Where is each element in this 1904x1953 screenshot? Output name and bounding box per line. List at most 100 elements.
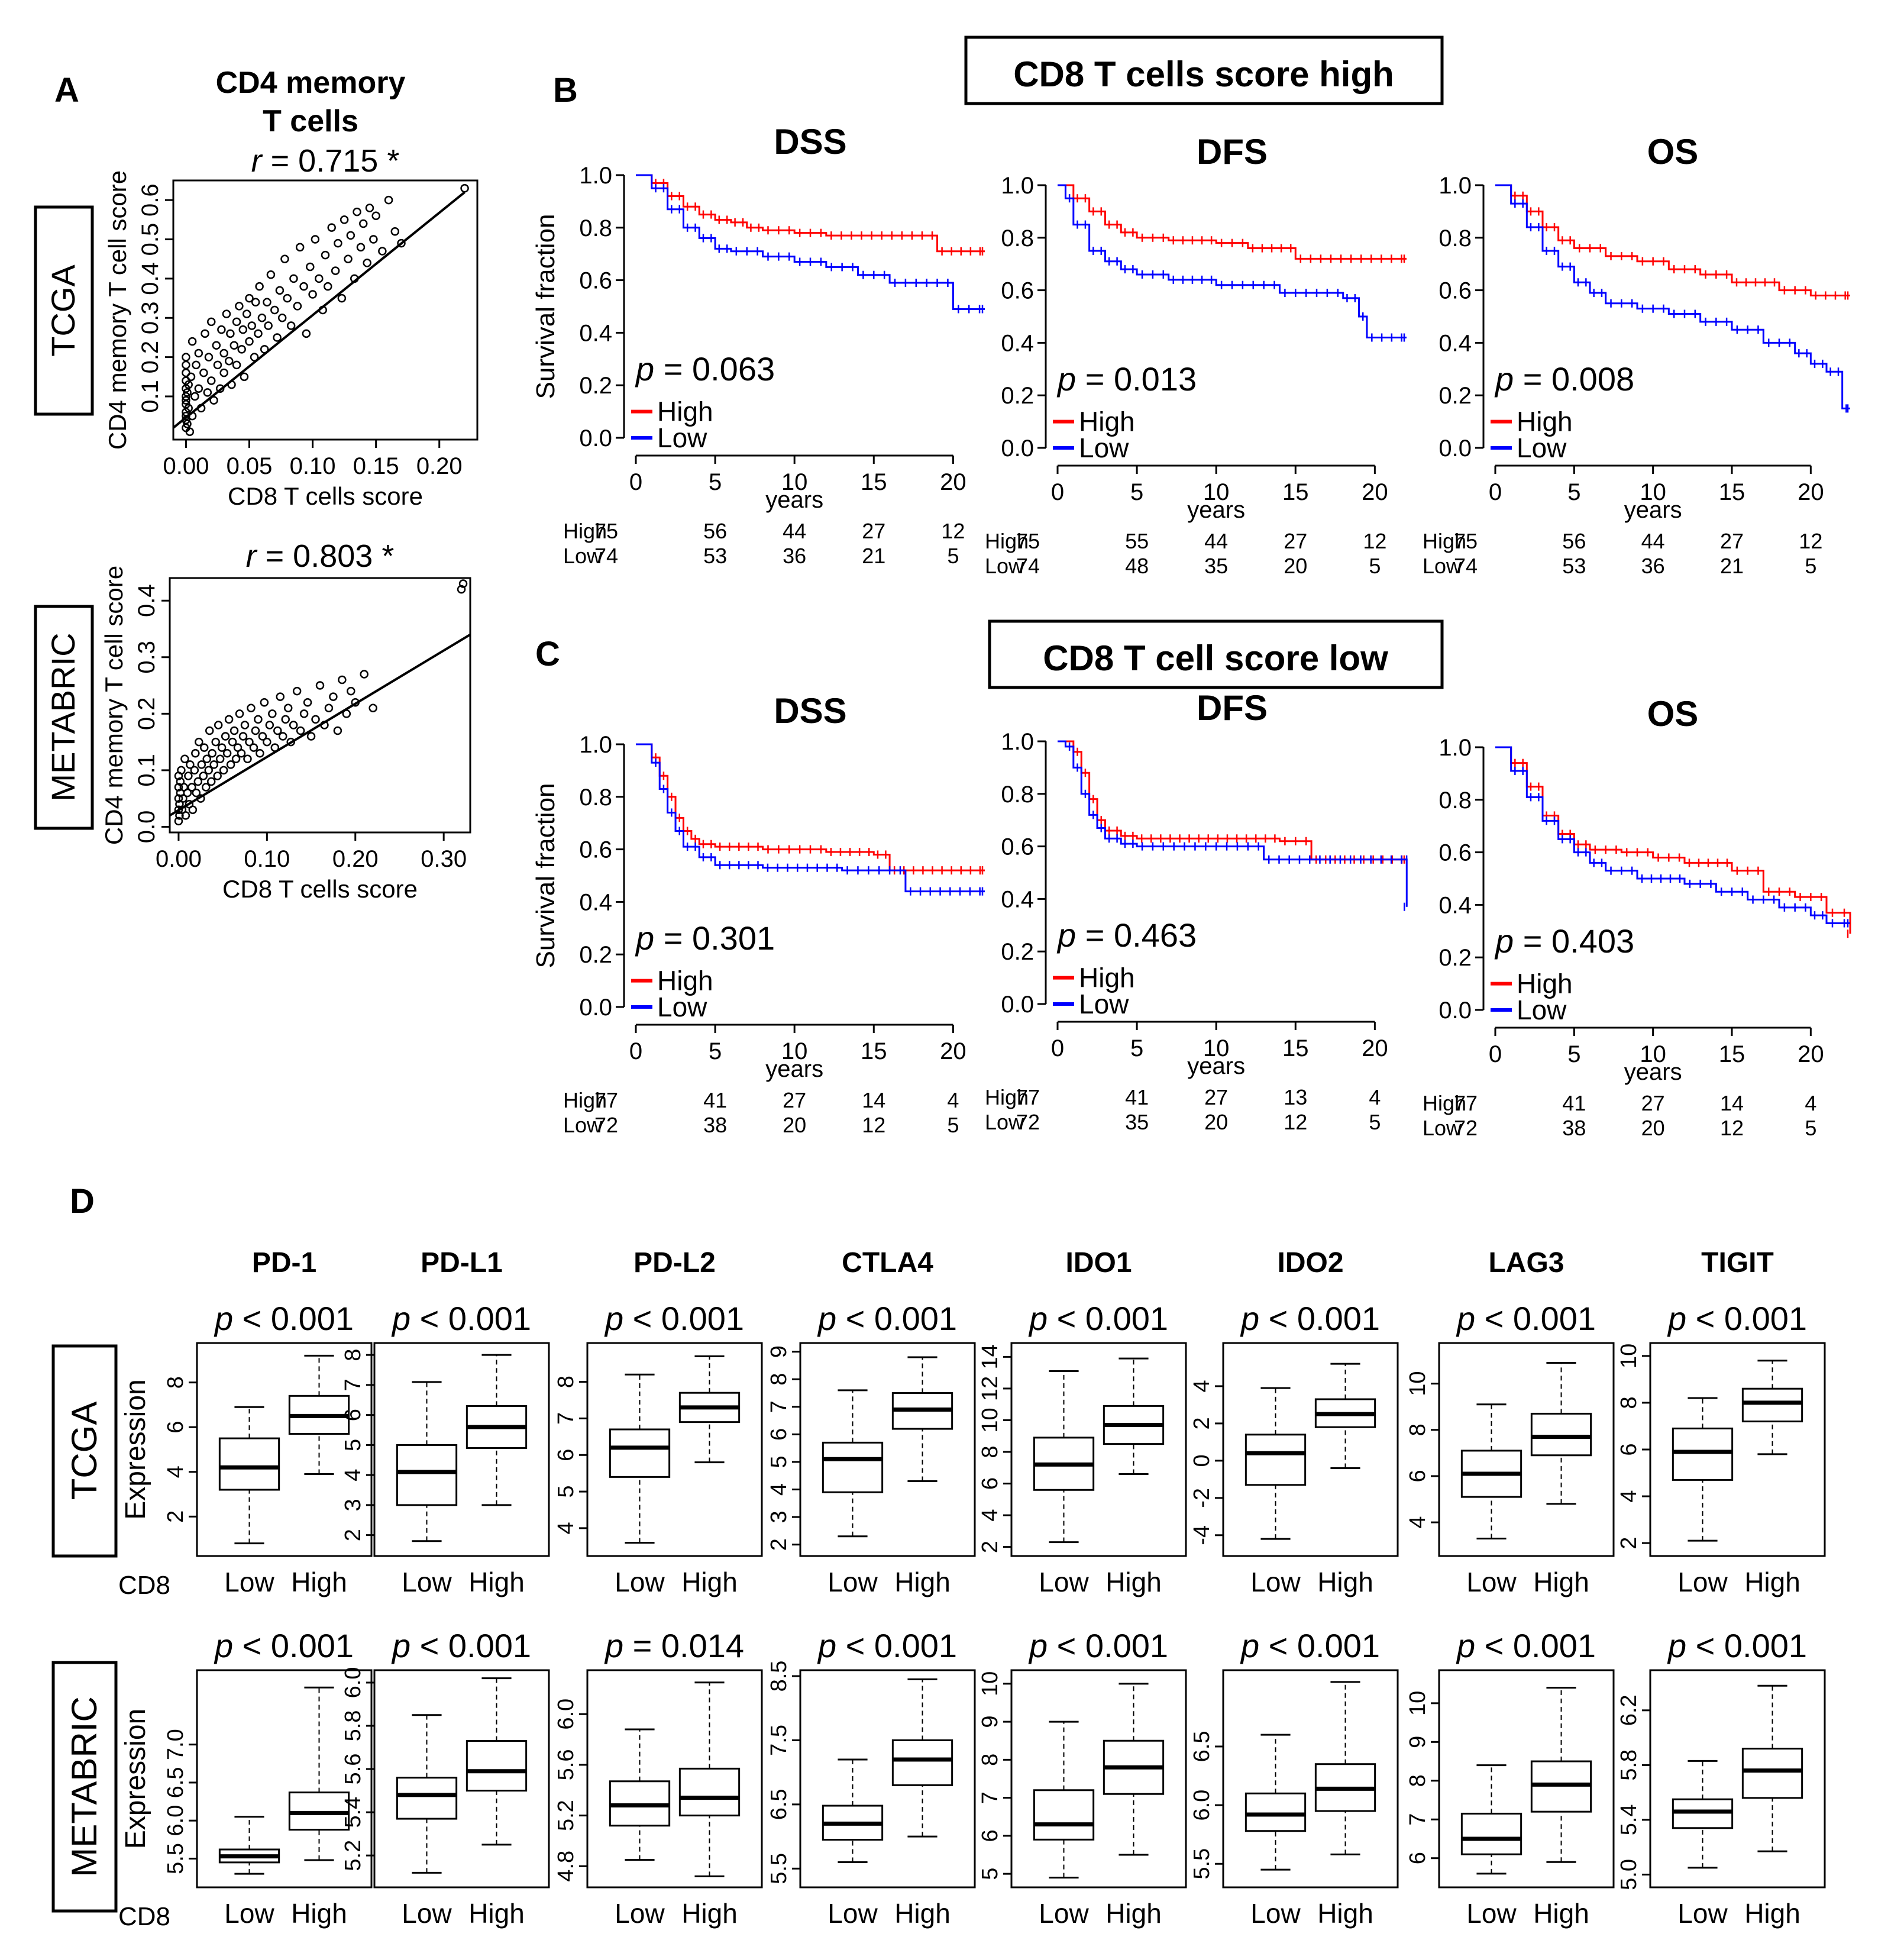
boxplot-stat-value: < 0.001 <box>1259 1300 1380 1337</box>
risk-low-count: 74 <box>594 544 618 568</box>
scatter-point <box>283 703 293 713</box>
km-legend-high-label: High <box>1517 406 1573 437</box>
row-label-tcga-a-text: TCGA <box>44 264 82 357</box>
km-y-tick-label: 0.2 <box>1001 939 1034 965</box>
km-x-tick-label: 10 <box>1203 479 1230 505</box>
boxplot-y-tick-label: 8 <box>554 1376 578 1388</box>
scatter-point <box>209 396 218 405</box>
risk-high-count: 41 <box>1125 1085 1149 1109</box>
scatter-point <box>203 388 212 397</box>
boxplot-frame <box>799 1669 976 1889</box>
scatter-frame <box>172 179 479 441</box>
scatter-point <box>232 317 241 327</box>
boxplot-cat-high: High <box>291 1898 347 1929</box>
scatter-point <box>260 698 269 707</box>
scatter-point <box>208 748 216 758</box>
km-title: OS <box>1647 132 1699 172</box>
km-y-tick-label: 0.6 <box>1438 278 1472 304</box>
km-curve-high <box>1058 184 1407 260</box>
risk-row-high-label: High <box>563 519 607 543</box>
boxplot-y-tick-label: 5.5 <box>1189 1848 1214 1880</box>
boxplot-stat: p < 0.001 <box>214 1300 354 1337</box>
risk-low-count: 38 <box>1562 1116 1586 1140</box>
km-y-axis-label: Survival fraction <box>531 783 560 968</box>
panel-label-a: A <box>54 71 79 109</box>
km-title: OS <box>1647 694 1699 734</box>
km-y-tick-label: 0.0 <box>1001 435 1034 461</box>
scatter-point <box>186 760 195 769</box>
boxplot-y-tick-label: 2 <box>1189 1417 1214 1429</box>
risk-high-count: 4 <box>947 1088 959 1112</box>
boxplot-y-tick-label: 5.4 <box>1617 1804 1641 1835</box>
boxplot-frame <box>1438 1342 1615 1557</box>
km-x-tick-label: 10 <box>1640 479 1666 505</box>
panel-label-d: D <box>70 1182 95 1221</box>
scatter-stat-a-metabric-value: = 0.803 * <box>257 538 395 574</box>
risk-low-count: 12 <box>862 1113 885 1137</box>
boxplot-stat: p = 0.014 <box>604 1627 744 1664</box>
boxplot-group-label: CD8 <box>118 1571 170 1600</box>
km-title: DSS <box>774 691 846 731</box>
boxplot-title: TIGIT <box>1701 1247 1774 1279</box>
risk-low-count: 12 <box>1720 1116 1744 1140</box>
km-x-tick-label: 20 <box>1362 479 1388 505</box>
scatter-point <box>188 805 198 815</box>
boxplot-cat-low: Low <box>224 1898 274 1929</box>
km-legend-low-label: Low <box>1079 432 1129 463</box>
scatter-point <box>254 715 263 724</box>
boxplot-y-tick-label: 4 <box>163 1465 188 1478</box>
boxplot-d-tcga-ido2: IDO2 p < 0.001 -4 -2 0 2 4 Low High <box>1189 1247 1399 1597</box>
risk-low-count: 21 <box>862 544 885 568</box>
risk-high-count: 12 <box>941 519 965 543</box>
scatter-point <box>200 743 209 752</box>
risk-low-count: 48 <box>1125 554 1149 578</box>
scatter-point <box>308 290 317 299</box>
km-y-tick-label: 1.0 <box>1001 173 1034 199</box>
risk-low-count: 5 <box>947 544 959 568</box>
km-y-tick-label: 0.0 <box>1001 992 1034 1018</box>
scatter-stat-a-tcga-value: = 0.715 * <box>262 143 400 179</box>
scatter-point <box>363 259 371 267</box>
scatter-point <box>224 357 234 366</box>
scatter-point <box>254 329 263 338</box>
boxplot-stat-symbol: p <box>1240 1627 1259 1664</box>
scatter-point <box>292 686 302 696</box>
scatter-point <box>299 709 309 718</box>
km-x-tick-label: 15 <box>1719 1041 1745 1067</box>
boxplot-box-high <box>1741 1387 1803 1423</box>
scatter-point <box>238 325 248 334</box>
boxplot-y-tick-label: 7.5 <box>767 1725 791 1756</box>
scatter-point <box>219 348 228 358</box>
boxplot-box-high <box>891 1739 953 1786</box>
y-tick-label: 0.3 <box>137 301 163 334</box>
boxplot-y-tick-label: 7 <box>1405 1813 1430 1826</box>
scatter-point <box>188 783 196 792</box>
km-legend-high-label: High <box>1079 406 1135 437</box>
km-x-axis-label: years <box>1624 497 1682 523</box>
boxplot-y-tick-label: 5 <box>767 1455 791 1468</box>
boxplot-stat-symbol: p <box>214 1627 233 1664</box>
risk-row-low-label: Low <box>985 554 1024 578</box>
scatter-point <box>245 337 254 346</box>
boxplot-frame <box>1010 1669 1187 1889</box>
y-axis-label: CD4 memory T cell score <box>100 566 128 845</box>
km-y-tick-label: 1.0 <box>579 163 612 189</box>
boxplot-y-tick-label: 6 <box>1617 1443 1641 1455</box>
boxplot-y-tick-label: 5 <box>554 1486 578 1498</box>
scatter-point <box>247 703 256 713</box>
scatter-stat-a-tcga: r = 0.715 * <box>251 143 400 179</box>
scatter-stat-a-tcga-symbol: r <box>251 143 263 179</box>
boxplot-stat-value: < 0.001 <box>233 1627 354 1664</box>
boxplot-cat-high: High <box>1533 1567 1589 1597</box>
y-tick-label: 0.2 <box>134 698 160 731</box>
scatter-point <box>356 243 366 252</box>
km-x-tick-label: 5 <box>1130 479 1143 505</box>
scatter-point <box>346 231 355 240</box>
km-title: DFS <box>1197 132 1268 172</box>
boxplot-y-tick-label: 2 <box>341 1529 366 1541</box>
km-c-dfs: DFS 0.0 0.2 0.4 0.6 0.8 1.0 0 5 10 15 20 years p = 0.… <box>985 688 1408 1134</box>
boxplot-y-tick-label: 5.4 <box>341 1797 366 1828</box>
boxplot-y-tick-label: 6.0 <box>341 1667 366 1699</box>
